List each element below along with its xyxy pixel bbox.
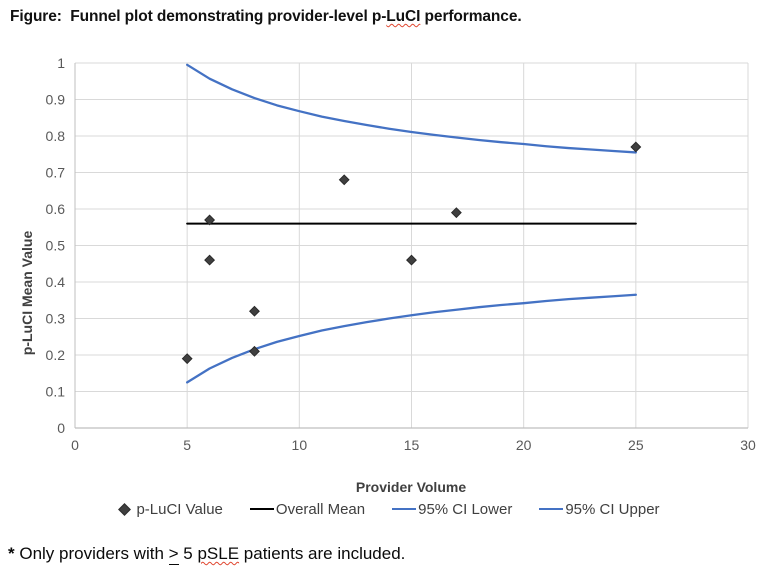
legend-label-ci-upper: 95% CI Upper: [565, 500, 660, 518]
data-point-diamond: [204, 254, 216, 266]
y-tick-label: 0: [57, 420, 65, 436]
data-point-diamond: [630, 141, 642, 153]
figure-title: Figure: Funnel plot demonstrating provid…: [10, 8, 522, 26]
data-point-diamond: [450, 207, 462, 219]
y-tick-label: 0.4: [46, 274, 66, 290]
data-point-diamond: [338, 174, 350, 186]
legend-item-overall-mean: Overall Mean: [249, 500, 366, 518]
diamond-marker-icon: [118, 502, 132, 516]
series-line: [186, 293, 637, 384]
x-tick-label: 10: [292, 437, 308, 453]
legend-label-ci-lower: 95% CI Lower: [418, 500, 513, 518]
data-point-diamond: [249, 345, 260, 357]
footnote-mid: 5: [178, 544, 198, 563]
data-point-diamond: [406, 254, 417, 266]
mean-line-icon: [249, 508, 274, 510]
footnote-pre: Only providers with: [14, 544, 169, 563]
legend-label-pluci-value: p-LuCI Value: [136, 500, 223, 518]
y-tick-label: 0.2: [46, 347, 66, 363]
figure-title-post: performance.: [420, 8, 522, 25]
gte-symbol: >: [168, 544, 179, 565]
footnote-post: patients are included.: [239, 544, 406, 563]
footnote-spellcheck-word: pSLE: [197, 544, 240, 563]
data-point-diamond: [181, 353, 193, 365]
legend-item-ci-upper: 95% CI Upper: [539, 500, 660, 518]
y-tick-label: 0.6: [46, 201, 66, 217]
ci-upper-line-icon: [539, 508, 564, 510]
legend: p-LuCI Value Overall Mean 95% CI Lower 9…: [0, 499, 778, 519]
plot-area: 00.10.20.30.40.50.60.70.80.910 5 10 15 20 25 3…: [46, 55, 756, 453]
footnote-asterisk: *: [8, 544, 15, 563]
y-tick-label: 0.1: [46, 384, 66, 400]
x-tick-label: 15: [404, 437, 420, 453]
y-tick-label: 0.8: [46, 128, 66, 144]
y-tick-label: 1: [57, 55, 65, 71]
x-axis-title: Provider Volume: [355, 479, 467, 495]
y-tick-label: 0.5: [46, 238, 66, 254]
x-tick-label: 30: [740, 437, 756, 453]
data-point-diamond: [204, 214, 216, 226]
data-point-diamond: [249, 305, 260, 317]
footnote: * Only providers with > 5 pSLE patients …: [8, 544, 406, 565]
y-tick-label: 0.3: [46, 311, 66, 327]
funnel-plot-chart: 0 0.1 0.2 0.3 0.4 0.5 0.6 0.7 0.8 0.9 1 0 5 10 15 20 25 3…: [0, 50, 778, 520]
series-line: [186, 63, 637, 154]
x-tick-label: 0: [71, 437, 79, 453]
ci-lower-line-icon: [392, 508, 417, 510]
x-tick-label: 20: [516, 437, 532, 453]
x-tick-label: 25: [628, 437, 644, 453]
figure-title-spellcheck-word: LuCI: [386, 8, 421, 25]
legend-label-overall-mean: Overall Mean: [275, 500, 366, 518]
y-tick-label: 0.7: [46, 165, 66, 181]
legend-item-ci-lower: 95% CI Lower: [392, 501, 512, 518]
figure-title-pre: Figure: Funnel plot demonstrating provid…: [10, 8, 387, 25]
y-tick-label: 0.9: [46, 92, 66, 108]
x-tick-label: 5: [183, 437, 191, 453]
y-axis-title: p-LuCI Mean Value: [19, 230, 35, 356]
legend-item-pluci-value: p-LuCI Value: [118, 500, 223, 518]
